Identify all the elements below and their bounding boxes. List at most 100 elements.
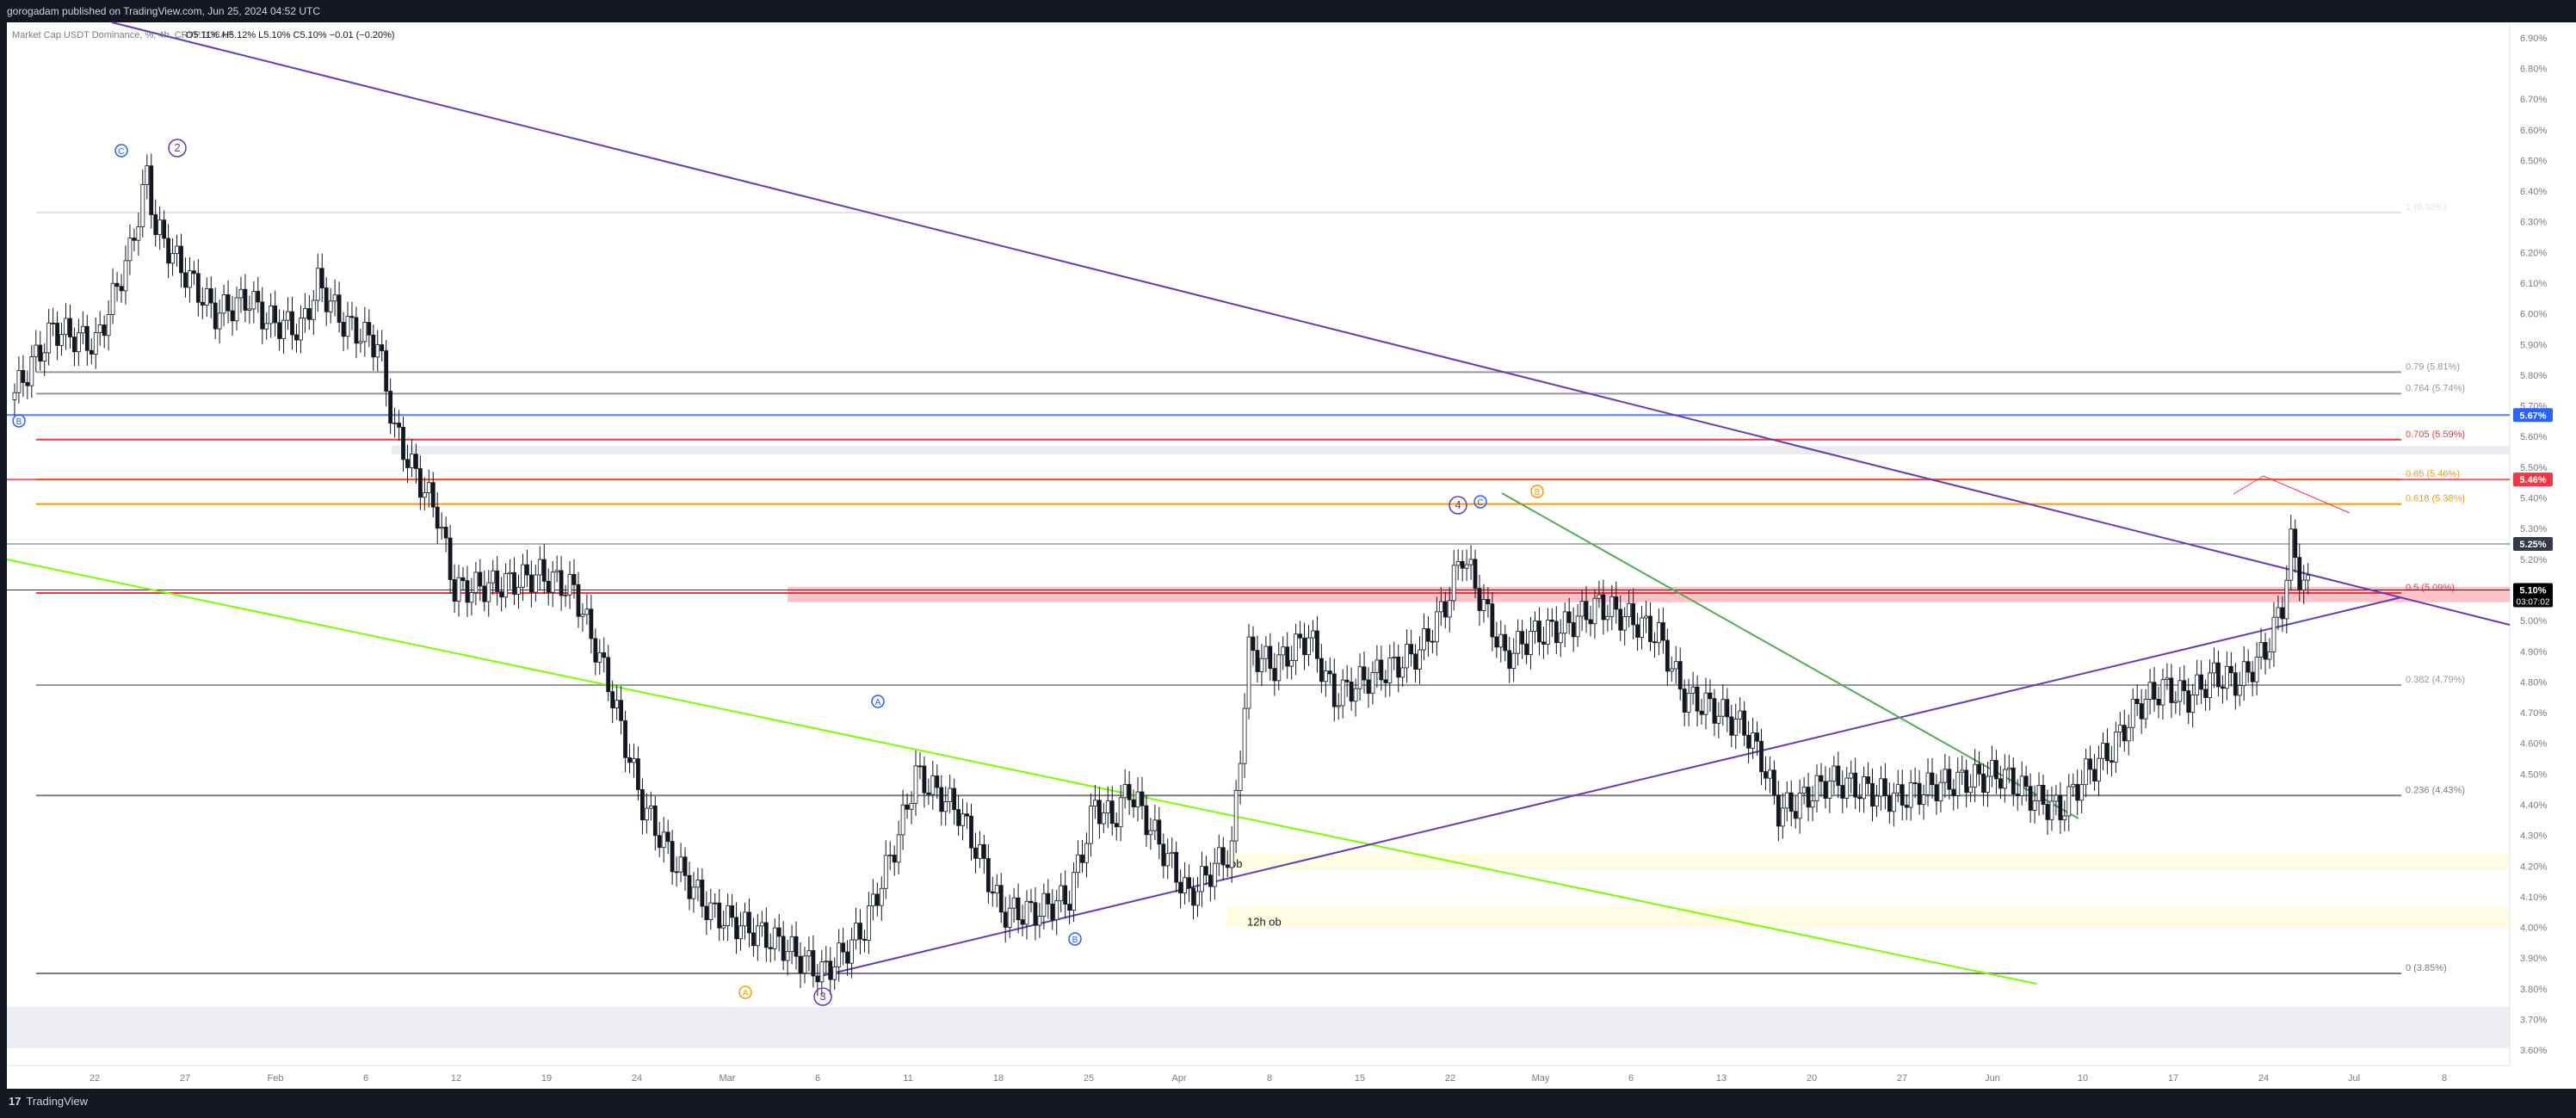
candle[interactable] — [751, 917, 756, 957]
candle[interactable] — [1024, 890, 1029, 940]
candle[interactable] — [345, 301, 350, 350]
ascending-trendline[interactable] — [817, 596, 2402, 978]
candle[interactable] — [1823, 766, 1828, 809]
candle[interactable] — [1895, 769, 1900, 803]
candle[interactable] — [1780, 793, 1785, 839]
candle[interactable] — [34, 330, 39, 373]
candle[interactable] — [1609, 584, 1615, 631]
candle[interactable] — [584, 594, 590, 625]
candle[interactable] — [64, 303, 68, 350]
candle[interactable] — [162, 210, 167, 248]
candle[interactable] — [533, 565, 538, 602]
candle[interactable] — [824, 946, 829, 973]
zone-0[interactable] — [788, 586, 2510, 602]
candle[interactable] — [1960, 755, 1965, 785]
candle[interactable] — [1836, 751, 1841, 799]
candle[interactable] — [1187, 864, 1191, 903]
candle[interactable] — [1921, 784, 1926, 820]
candle[interactable] — [785, 939, 790, 976]
candle[interactable] — [811, 935, 816, 988]
candle[interactable] — [1392, 641, 1397, 670]
candle[interactable] — [1468, 545, 1473, 580]
candle[interactable] — [1315, 615, 1319, 673]
candle[interactable] — [623, 710, 627, 773]
candle[interactable] — [306, 295, 312, 330]
candle[interactable] — [1242, 693, 1247, 778]
candle[interactable] — [225, 280, 231, 324]
candle[interactable] — [1122, 769, 1127, 809]
candle[interactable] — [1195, 876, 1200, 917]
candle[interactable] — [2246, 649, 2251, 683]
candle[interactable] — [1887, 782, 1892, 824]
candle[interactable] — [1092, 784, 1097, 819]
candle[interactable] — [72, 327, 77, 367]
candle[interactable] — [1998, 765, 2003, 800]
candle[interactable] — [747, 898, 751, 948]
candle[interactable] — [1477, 574, 1482, 627]
candle[interactable] — [153, 199, 158, 247]
candle[interactable] — [862, 930, 867, 953]
candle[interactable] — [1900, 769, 1905, 821]
candle[interactable] — [1438, 587, 1443, 627]
candle[interactable] — [943, 786, 948, 826]
candle[interactable] — [2160, 668, 2165, 720]
candle[interactable] — [2276, 595, 2281, 630]
candle[interactable] — [1490, 592, 1495, 652]
candle[interactable] — [1797, 779, 1802, 834]
candle[interactable] — [55, 311, 59, 361]
candle[interactable] — [2054, 784, 2059, 816]
candle[interactable] — [541, 544, 547, 595]
candle[interactable] — [1814, 764, 1819, 812]
tradingview-logo[interactable]: 17 TradingView — [9, 1095, 88, 1108]
candle[interactable] — [337, 281, 342, 333]
candle[interactable] — [516, 574, 521, 609]
candle[interactable] — [478, 559, 483, 602]
candle[interactable] — [965, 802, 969, 830]
candle[interactable] — [1904, 794, 1909, 820]
candle[interactable] — [528, 560, 534, 608]
candle[interactable] — [1409, 629, 1414, 667]
candle[interactable] — [1259, 644, 1264, 687]
candle[interactable] — [1054, 889, 1059, 936]
candle[interactable] — [1442, 591, 1448, 629]
candle[interactable] — [1029, 888, 1034, 912]
candle[interactable] — [935, 764, 940, 800]
candle[interactable] — [1507, 636, 1512, 683]
candle[interactable] — [1943, 753, 1948, 798]
wave-label[interactable]: B — [12, 414, 26, 428]
candle[interactable] — [670, 830, 675, 886]
candle[interactable] — [1233, 780, 1239, 854]
candle[interactable] — [2092, 754, 2097, 791]
candle[interactable] — [1648, 602, 1652, 652]
candle[interactable] — [2178, 667, 2183, 716]
candle[interactable] — [1046, 879, 1051, 919]
candle[interactable] — [2199, 660, 2204, 705]
candle[interactable] — [1191, 877, 1195, 920]
candle[interactable] — [1251, 626, 1256, 666]
candle[interactable] — [730, 893, 735, 928]
candle[interactable] — [1037, 902, 1042, 938]
wave-label[interactable]: A — [738, 985, 752, 999]
candle[interactable] — [2237, 671, 2242, 707]
candle[interactable] — [1533, 611, 1537, 645]
candle[interactable] — [1003, 897, 1008, 943]
candle[interactable] — [1955, 757, 1961, 809]
candle[interactable] — [1225, 849, 1230, 878]
candle[interactable] — [597, 639, 602, 676]
candle[interactable] — [1703, 677, 1708, 730]
candle[interactable] — [315, 253, 320, 312]
candle[interactable] — [1353, 678, 1358, 717]
candle[interactable] — [2105, 728, 2110, 775]
candle[interactable] — [1870, 769, 1875, 822]
candle[interactable] — [1323, 660, 1328, 697]
candle[interactable] — [2186, 677, 2191, 725]
candle[interactable] — [525, 549, 529, 588]
candle[interactable] — [704, 891, 709, 936]
candle[interactable] — [1631, 588, 1636, 639]
candle[interactable] — [405, 444, 410, 484]
candle[interactable] — [610, 680, 615, 724]
candle[interactable] — [110, 268, 115, 324]
candle[interactable] — [1784, 781, 1789, 822]
candle[interactable] — [2301, 565, 2307, 604]
candle[interactable] — [683, 847, 688, 892]
